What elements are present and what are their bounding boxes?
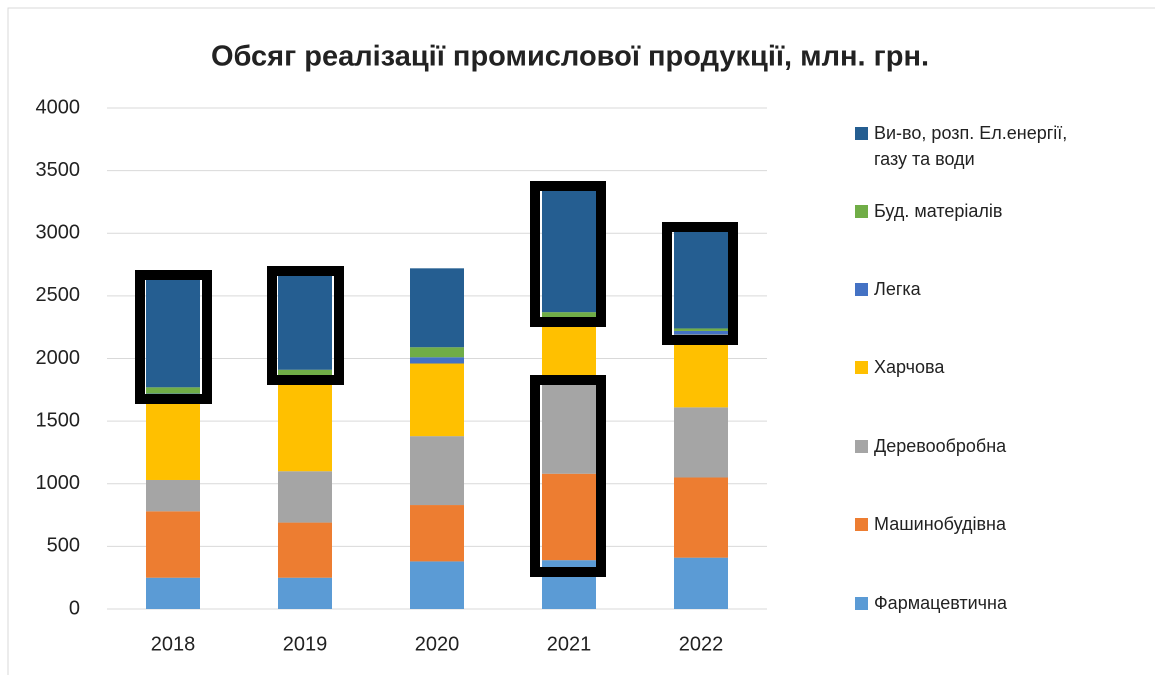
highlight-frame	[662, 222, 738, 345]
bar-segment	[146, 387, 200, 394]
highlight-frame	[135, 270, 212, 404]
legend-label: Ви-во, розп. Ел.енергії, газу та води	[874, 123, 1068, 169]
legend-swatch	[855, 361, 868, 374]
y-tick-label: 3000	[36, 222, 81, 244]
bar-segment	[278, 577, 332, 609]
y-tick-label: 0	[69, 597, 80, 619]
legend-label: Легка	[874, 279, 921, 299]
chart-title: Обсяг реалізації промислової продукції, …	[211, 41, 929, 73]
bar-segment	[278, 369, 332, 378]
y-tick-label: 2500	[36, 284, 81, 306]
bar-segment	[146, 402, 200, 480]
y-tick-label: 3500	[36, 159, 81, 181]
bar-segment	[146, 577, 200, 609]
x-tick-label: 2020	[415, 633, 460, 655]
legend-swatch	[855, 440, 868, 453]
bar-segment	[278, 384, 332, 472]
legend-item: Фармацевтична	[855, 590, 1104, 616]
bar-segment	[674, 328, 728, 331]
legend-item: Деревообробна	[855, 433, 1104, 459]
x-tick-label: 2022	[679, 633, 724, 655]
legend-item: Ви-во, розп. Ел.енергії, газу та води	[855, 120, 1104, 172]
bar-segment	[278, 273, 332, 370]
y-tick-label: 2000	[36, 347, 81, 369]
bar-segment	[410, 363, 464, 437]
legend-swatch	[855, 127, 868, 140]
bar-segment	[542, 322, 596, 384]
bar-segment	[674, 230, 728, 329]
bar-segment	[410, 561, 464, 609]
highlight-frame	[530, 181, 606, 327]
bar-segment	[674, 330, 728, 335]
legend-label: Харчова	[874, 357, 945, 377]
bar-segment	[278, 471, 332, 523]
legend-item: Харчова	[855, 354, 1104, 380]
bar-segment	[410, 347, 464, 358]
bar-segment	[674, 477, 728, 558]
bar-segment	[542, 312, 596, 318]
x-tick-label: 2021	[547, 633, 592, 655]
legend-item: Машинобудівна	[855, 511, 1104, 537]
y-tick-label: 4000	[36, 96, 81, 118]
highlight-frame	[267, 266, 344, 385]
bar-segment	[278, 522, 332, 578]
legend-swatch	[855, 205, 868, 218]
legend-swatch	[855, 597, 868, 610]
y-tick-label: 500	[47, 535, 80, 557]
bar-segment	[146, 511, 200, 578]
bar-segment	[542, 383, 596, 474]
bar-segment	[410, 505, 464, 562]
highlight-frame	[530, 375, 606, 577]
bar-segment	[674, 407, 728, 478]
legend-swatch	[855, 518, 868, 531]
legend-label: Деревообробна	[874, 436, 1007, 456]
legend-label: Машинобудівна	[874, 514, 1006, 534]
y-tick-label: 1000	[36, 472, 81, 494]
bar-segment	[542, 188, 596, 313]
legend-label: Фармацевтична	[874, 593, 1008, 613]
legend-item: Легка	[855, 276, 1104, 302]
x-tick-label: 2018	[151, 633, 196, 655]
bar-segment	[146, 479, 200, 512]
bar-segment	[410, 268, 464, 348]
legend-label: Буд. матеріалів	[874, 201, 1003, 221]
bar-segment	[674, 334, 728, 408]
legend-swatch	[855, 283, 868, 296]
legend-item: Буд. матеріалів	[855, 198, 1104, 224]
x-tick-label: 2019	[283, 633, 328, 655]
bar-segment	[146, 277, 200, 388]
bar-segment	[542, 473, 596, 561]
bar-segment	[674, 557, 728, 609]
bar-segment	[410, 436, 464, 506]
y-tick-label: 1500	[36, 409, 81, 431]
bar-segment	[410, 357, 464, 364]
